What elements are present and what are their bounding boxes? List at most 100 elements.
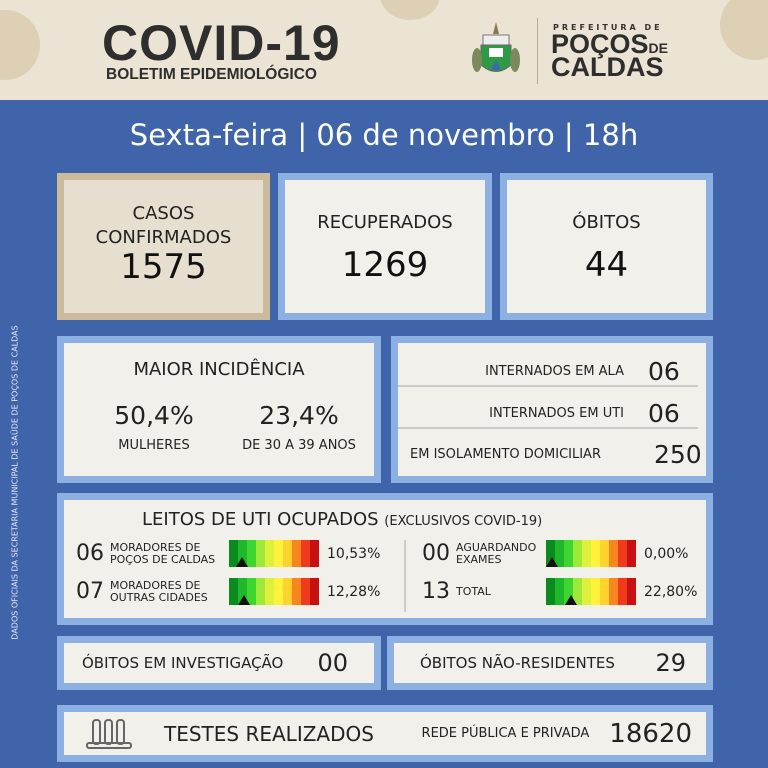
icu-label-line: POÇOS DE CALDAS — [110, 553, 216, 566]
bulletin-title: COVID-19 — [102, 15, 341, 71]
icu-count: 00 — [422, 541, 450, 566]
gauge-segment — [627, 540, 636, 567]
gauge-segment — [573, 578, 582, 605]
icu-label: MORADORES DE POÇOS DE CALDAS — [110, 542, 215, 566]
gauge-segment — [564, 578, 573, 605]
icu-row: 07 MORADORES DE OUTRAS CIDADES 12,28% — [76, 578, 396, 608]
icu-note: (EXCLUSIVOS COVID-19) — [384, 514, 543, 529]
icu-label-line: MORADORES DE — [110, 579, 201, 592]
icu-label-line: AGUARDANDO — [456, 541, 537, 554]
icu-row: 06 MORADORES DE POÇOS DE CALDAS 10,53% — [76, 540, 396, 570]
city-name-part: POÇOS — [551, 29, 649, 59]
icu-percent: 10,53% — [327, 546, 381, 562]
card-value: 44 — [584, 245, 629, 285]
gauge-segment — [247, 578, 256, 605]
gauge-segment — [256, 540, 265, 567]
incidence-label: MULHERES — [118, 438, 190, 453]
icu-label-line: MORADORES DE — [110, 541, 201, 554]
icu-label: TOTAL — [456, 580, 491, 598]
deaths-investigation-value: 00 — [317, 649, 348, 677]
logo-divider — [537, 18, 538, 84]
incidence-card: MAIOR INCIDÊNCIA 50,4% MULHERES 23,4% DE… — [57, 336, 381, 483]
gauge-marker-icon — [564, 595, 577, 605]
gauge-segment — [238, 578, 247, 605]
icu-percent: 12,28% — [327, 584, 381, 600]
virus-decoration-icon — [380, 0, 440, 20]
gauge-segment — [546, 540, 555, 567]
gauge-segment — [600, 540, 609, 567]
gauge-segment — [229, 540, 238, 567]
deaths-nonresident-card: ÓBITOS NÃO-RESIDENTES 29 — [387, 636, 713, 690]
icu-label-line: OUTRAS CIDADES — [110, 591, 208, 604]
hospital-label: INTERNADOS EM ALA — [485, 363, 624, 379]
gauge-segment — [591, 578, 600, 605]
gauge-segment — [310, 578, 319, 605]
gauge-segment — [546, 578, 555, 605]
recovered-card: RECUPERADOS 1269 — [278, 173, 492, 320]
gauge-segment — [600, 578, 609, 605]
gauge-marker-icon — [236, 557, 249, 567]
data-source-note: DADOS OFICIAIS DA SECRETARIA MUNICIPAL D… — [10, 325, 20, 640]
icu-percent: 0,00% — [644, 546, 689, 562]
gauge-segment — [283, 578, 292, 605]
deaths-nonresident-label: ÓBITOS NÃO-RESIDENTES — [420, 654, 615, 672]
hospital-value: 06 — [648, 398, 680, 428]
test-tubes-icon — [86, 718, 132, 749]
gauge-segment — [274, 540, 283, 567]
hospital-row: INTERNADOS EM ALA 06 — [398, 357, 698, 387]
deaths-card: ÓBITOS 44 — [500, 173, 713, 320]
gauge-segment — [292, 578, 301, 605]
gauge-marker-icon — [546, 557, 558, 567]
icu-label-line: EXAMES — [456, 553, 502, 566]
tests-card: TESTES REALIZADOS REDE PÚBLICA E PRIVADA… — [57, 705, 713, 762]
virus-decoration-icon — [0, 10, 40, 80]
header: COVID-19 BOLETIM EPIDEMIOLÓGICO PREFEITU… — [0, 0, 768, 100]
bulletin-date: Sexta-feira | 06 de novembro | 18h — [129, 118, 639, 152]
city-logo-line1: POÇOSDE — [551, 31, 668, 61]
city-logo-line2: CALDAS — [551, 52, 664, 82]
icu-divider — [404, 540, 406, 612]
gauge-marker-icon — [238, 595, 251, 605]
hospital-value: 250 — [654, 439, 702, 469]
gauge-segment — [582, 540, 591, 567]
tests-sub: REDE PÚBLICA E PRIVADA — [421, 726, 590, 741]
icu-beds-card: LEITOS DE UTI OCUPADOS (EXCLUSIVOS COVID… — [57, 493, 713, 625]
virus-decoration-icon — [720, 0, 768, 60]
gauge-segment — [301, 540, 310, 567]
gauge-segment — [310, 540, 319, 567]
gauge-segment — [582, 578, 591, 605]
icu-count: 13 — [422, 579, 450, 604]
icu-row: 13 TOTAL 22,80% — [422, 578, 742, 608]
icu-count: 06 — [76, 541, 104, 566]
incidence-age: 23,4% DE 30 A 39 ANOS — [224, 401, 374, 453]
gauge-segment — [238, 540, 247, 567]
icu-occupancy-gauge — [229, 578, 319, 605]
hospital-row: INTERNADOS EM UTI 06 — [398, 399, 698, 429]
icu-occupancy-gauge — [229, 540, 319, 567]
gauge-segment — [274, 578, 283, 605]
card-label: CASOS CONFIRMADOS — [95, 203, 232, 248]
gauge-segment — [564, 540, 573, 567]
gauge-segment — [256, 578, 265, 605]
gauge-segment — [265, 540, 274, 567]
gauge-segment — [573, 540, 582, 567]
incidence-women: 50,4% MULHERES — [84, 401, 224, 453]
icu-percent: 22,80% — [644, 584, 698, 600]
deaths-investigation-card: ÓBITOS EM INVESTIGAÇÃO 00 — [57, 636, 381, 690]
incidence-label: DE 30 A 39 ANOS — [242, 438, 356, 453]
card-label: ÓBITOS — [572, 212, 641, 233]
card-label: RECUPERADOS — [317, 212, 453, 233]
hospital-value: 06 — [648, 356, 680, 386]
gauge-segment — [301, 578, 310, 605]
icu-label: MORADORES DE OUTRAS CIDADES — [110, 580, 208, 604]
deaths-investigation-label: ÓBITOS EM INVESTIGAÇÃO — [82, 654, 284, 672]
icu-row: 00 AGUARDANDO EXAMES 0,00% — [422, 540, 742, 570]
hospitalization-card: INTERNADOS EM ALA 06 INTERNADOS EM UTI 0… — [391, 336, 713, 483]
gauge-segment — [609, 578, 618, 605]
gauge-segment — [591, 540, 600, 567]
hospital-label: INTERNADOS EM UTI — [489, 405, 624, 421]
gauge-segment — [555, 540, 564, 567]
city-crest-icon — [472, 22, 520, 72]
icu-label-line: TOTAL — [456, 585, 491, 598]
card-value: 1575 — [120, 247, 207, 287]
